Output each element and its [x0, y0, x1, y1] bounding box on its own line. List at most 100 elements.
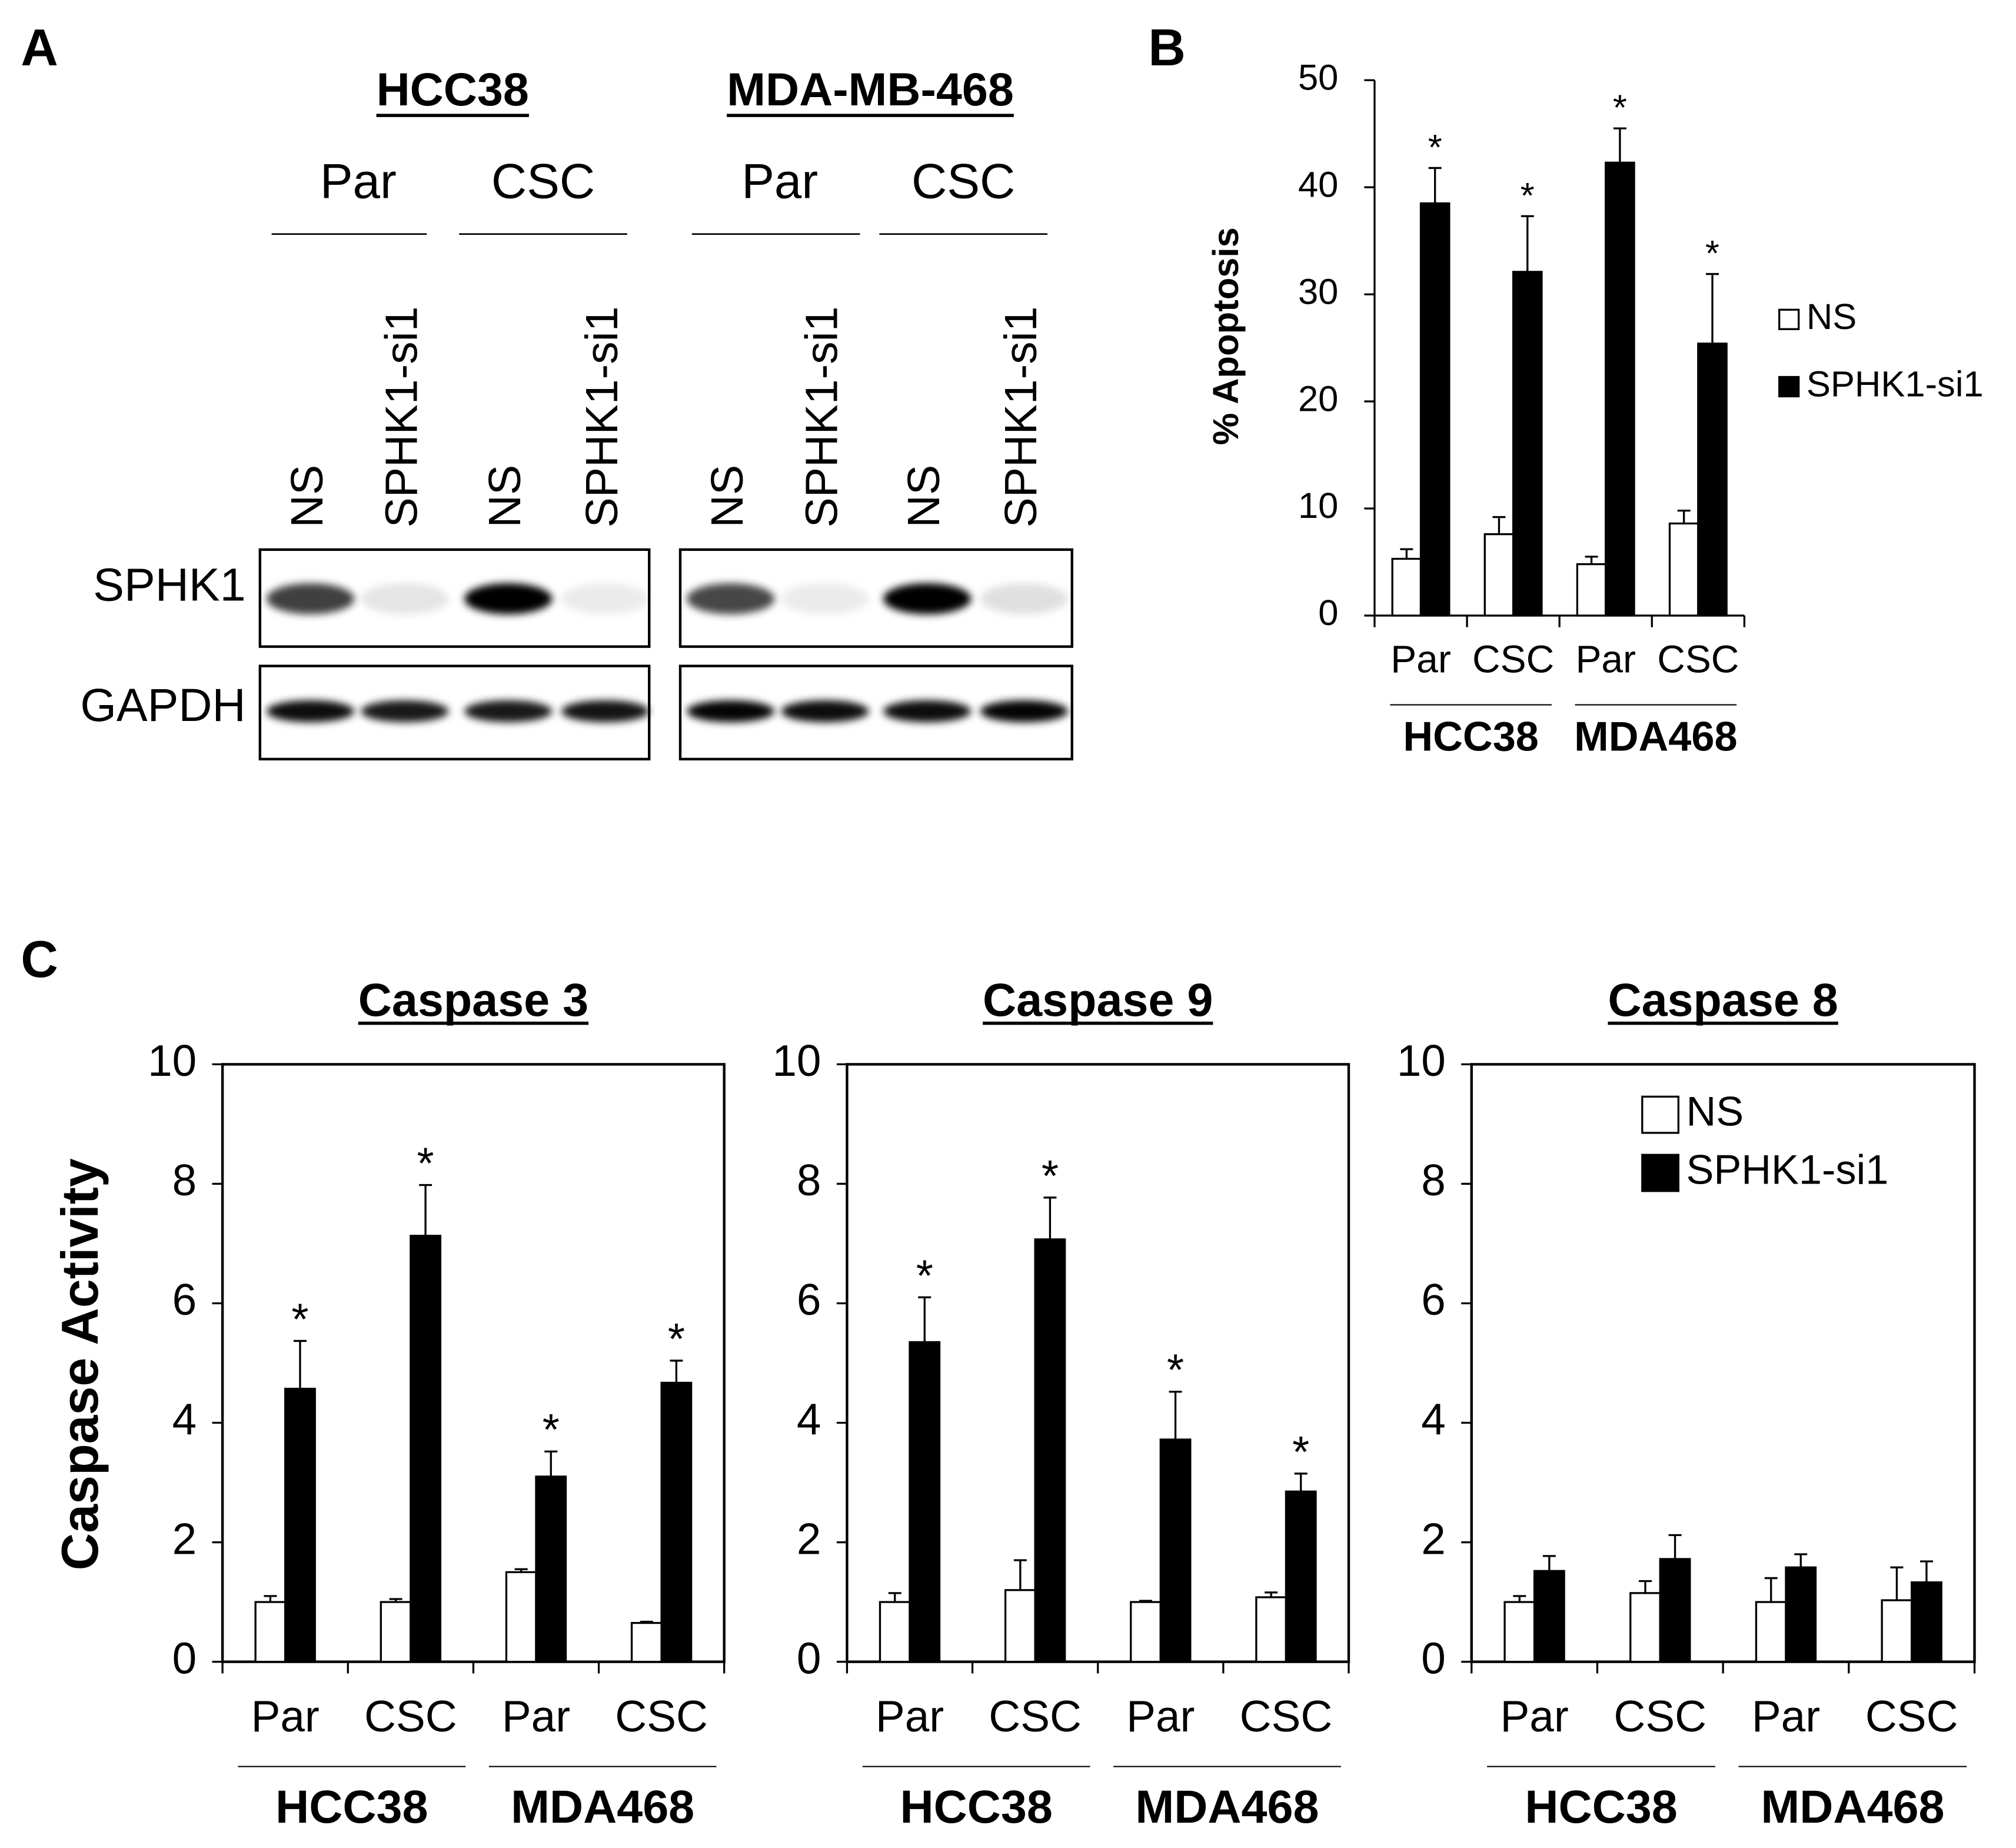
- y-tick-label: 6: [172, 1275, 197, 1324]
- lane-label: SPHK1-si1: [996, 306, 1046, 527]
- error-bar: [1794, 1553, 1808, 1568]
- x-tick-label: Par: [1752, 1691, 1820, 1741]
- legend-swatch: [1641, 1154, 1679, 1192]
- error-bar: [1764, 1577, 1778, 1603]
- error-bar: [1139, 1600, 1153, 1603]
- y-tick-label: 10: [1298, 486, 1338, 526]
- condition-label: CSC: [911, 153, 1015, 208]
- band: [686, 583, 775, 614]
- y-tick-label: 8: [172, 1155, 197, 1205]
- x-tick-label: CSC: [1240, 1691, 1333, 1741]
- lane-label: NS: [282, 465, 332, 528]
- cell-line-label: MDA-MB-468: [727, 63, 1014, 115]
- bar: [1512, 271, 1543, 617]
- bar: [1004, 1589, 1036, 1663]
- error-bar: [1513, 1595, 1526, 1603]
- significance-label: *: [1042, 1151, 1059, 1201]
- error-bar: [1706, 272, 1719, 344]
- error-bar: [1890, 1566, 1904, 1601]
- x-tick-label: CSC: [1865, 1691, 1958, 1741]
- error-bar: [1492, 516, 1506, 534]
- band: [266, 583, 355, 614]
- protein-label: SPHK1: [93, 559, 245, 611]
- cell-line-label: HCC38: [377, 63, 529, 115]
- error-bar: [1542, 1555, 1556, 1571]
- bar: [660, 1381, 693, 1663]
- bar: [1697, 343, 1728, 617]
- bar: [909, 1341, 941, 1663]
- significance-label: *: [1428, 127, 1442, 168]
- error-bar: [544, 1450, 558, 1477]
- y-tick-label: 0: [797, 1633, 821, 1683]
- bar: [630, 1621, 663, 1663]
- blot-frame: [258, 548, 651, 648]
- bar: [1483, 533, 1515, 617]
- error-bar: [1400, 548, 1413, 559]
- bar: [535, 1475, 567, 1663]
- error-bar: [1919, 1560, 1933, 1583]
- y-tick-label: 30: [1298, 271, 1338, 312]
- lane-label: NS: [702, 465, 753, 528]
- error-bar: [1639, 1580, 1652, 1593]
- y-tick-label: 4: [797, 1394, 821, 1444]
- y-tick-label: 50: [1298, 57, 1338, 98]
- y-tick-label: 2: [172, 1514, 197, 1563]
- group-label: HCC38: [1403, 713, 1539, 759]
- group-label: MDA468: [511, 1780, 694, 1833]
- y-tick-label: 0: [1318, 593, 1338, 633]
- y-tick-label: 0: [1421, 1633, 1446, 1683]
- bar: [1911, 1581, 1942, 1663]
- error-bar: [1428, 167, 1442, 204]
- bar: [1785, 1566, 1817, 1663]
- significance-label: *: [1705, 233, 1719, 274]
- error-bar: [514, 1568, 528, 1573]
- significance-label: *: [291, 1294, 308, 1344]
- bar: [1503, 1601, 1536, 1663]
- bar: [1605, 161, 1635, 617]
- panel-label: B: [1148, 18, 1185, 77]
- lane-label: NS: [480, 465, 530, 528]
- error-bar: [918, 1296, 932, 1342]
- y-tick-label: 10: [1397, 1036, 1446, 1085]
- legend-swatch: [1778, 375, 1800, 398]
- y-tick-label: 8: [1421, 1155, 1446, 1205]
- x-tick-label: CSC: [364, 1691, 457, 1741]
- group-label: MDA468: [1574, 713, 1737, 759]
- band: [883, 700, 972, 723]
- error-bar: [1169, 1391, 1182, 1440]
- error-bar: [293, 1340, 307, 1389]
- bar: [1668, 522, 1699, 617]
- significance-label: *: [543, 1405, 560, 1454]
- group-label: MDA468: [1761, 1780, 1944, 1833]
- chart-title: Caspase 9: [983, 973, 1213, 1026]
- error-bar: [888, 1592, 901, 1603]
- x-tick-label: Par: [1500, 1691, 1568, 1741]
- bar: [1285, 1490, 1317, 1663]
- x-tick-label: CSC: [1472, 637, 1554, 680]
- bar: [1419, 202, 1451, 617]
- y-axis-label: % Apoptosis: [1206, 227, 1246, 445]
- band: [464, 700, 553, 723]
- error-bar: [1265, 1591, 1278, 1597]
- x-tick-label: Par: [1575, 637, 1636, 680]
- bar: [1391, 557, 1422, 617]
- y-tick-label: 20: [1298, 378, 1338, 419]
- y-tick-label: 4: [172, 1394, 197, 1444]
- panel-label: C: [21, 930, 58, 988]
- x-tick-label: Par: [1126, 1691, 1195, 1741]
- x-tick-label: Par: [251, 1691, 320, 1741]
- lane-label: NS: [899, 465, 949, 528]
- blot-frame: [258, 664, 651, 761]
- bar: [1576, 563, 1607, 617]
- error-bar: [389, 1598, 402, 1603]
- legend-swatch: [1641, 1095, 1679, 1134]
- blot-frame: [678, 664, 1073, 761]
- lane-label: SPHK1-si1: [796, 306, 847, 527]
- band: [464, 583, 553, 614]
- y-tick-label: 40: [1298, 164, 1338, 205]
- significance-label: *: [1167, 1345, 1184, 1395]
- x-tick-label: Par: [1390, 637, 1451, 680]
